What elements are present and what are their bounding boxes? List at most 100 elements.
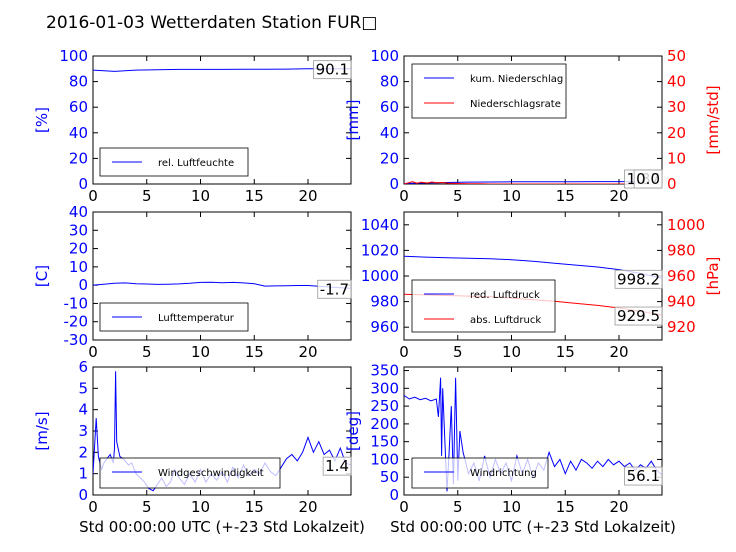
x-tick-label: 15	[245, 187, 264, 205]
chart-panel-6: 0 5 10 15 20050100150200250300350[deg]Windri…	[344, 362, 676, 536]
legend-frame	[411, 457, 549, 489]
x-tick-label: 5	[142, 498, 152, 516]
x-tick-label: 5	[453, 498, 463, 516]
x-tick-label: 15	[245, 498, 264, 516]
last-value-label: 90.1	[316, 61, 349, 79]
y-tick-label: 20	[69, 149, 88, 167]
y-tick-label: -30	[64, 331, 89, 349]
legend: rel. Luftfeuchte	[99, 147, 249, 177]
y-tick-label: 250	[370, 397, 399, 415]
y-tick-label: 100	[370, 47, 399, 65]
x-tick-label: 20	[609, 498, 628, 516]
y-tick-label: -20	[64, 313, 89, 331]
y-tick-label: 40	[380, 124, 399, 142]
y-axis-label: [%]	[33, 107, 51, 133]
legend: kum. Niederschlag Niederschlagsrate	[411, 63, 567, 119]
y2-tick-label: 0	[667, 175, 677, 193]
y-tick-label: 0	[78, 175, 88, 193]
legend-label: abs. Luftdruck	[470, 315, 541, 326]
y-tick-label: 50	[380, 468, 399, 486]
legend-frame	[99, 147, 249, 177]
last-value-box	[322, 456, 352, 476]
y-tick-label: 2	[78, 443, 88, 461]
last-value-right-label: 0.0	[636, 170, 660, 188]
y-tick-label: 20	[69, 240, 88, 258]
y-tick-label: 0	[78, 276, 88, 294]
legend-frame	[411, 63, 567, 119]
y2-tick-label: 10	[667, 149, 686, 167]
last-value-label: -1.7	[320, 280, 349, 298]
y-tick-label: 3	[78, 422, 88, 440]
y-tick-label: 40	[69, 203, 88, 221]
x-axis-label: Std 00:00:00 UTC (+-23 Std Lokalzeit)	[390, 518, 676, 536]
y-tick-label: 60	[69, 98, 88, 116]
legend-label: red. Luftdruck	[470, 290, 540, 301]
y-tick-label: 960	[370, 318, 399, 336]
x-tick-label: 5	[142, 343, 152, 361]
x-tick-label: 10	[502, 187, 521, 205]
y-tick-label: 1020	[361, 241, 399, 259]
y-tick-label: 1	[78, 465, 88, 483]
y-tick-label: 80	[69, 73, 88, 91]
legend-frame	[411, 279, 556, 333]
x-tick-label: 5	[453, 187, 463, 205]
x-tick-label: 10	[191, 343, 210, 361]
y-tick-label: 0	[389, 486, 399, 504]
x-tick-label: 0	[88, 187, 98, 205]
y-tick-label: 20	[380, 149, 399, 167]
legend-label: rel. Luftfeuchte	[158, 158, 234, 169]
x-tick-label: 0	[399, 498, 409, 516]
y-tick-label: 80	[380, 73, 399, 91]
y2-axis-label: [mm/std]	[704, 85, 722, 154]
y-tick-label: -10	[64, 294, 89, 312]
legend: Lufttemperatur	[99, 302, 249, 332]
last-value-box	[313, 60, 352, 80]
y2-tick-label: 20	[667, 124, 686, 142]
y2-tick-label: 40	[667, 73, 686, 91]
x-tick-label: 20	[298, 498, 317, 516]
chart-panel-1: 0 5 10 15 20 0 20 40 60 80 100 [%] rel. Luftfeuchte 9…	[33, 47, 352, 205]
last-value-box	[624, 466, 663, 486]
legend-label: Windgeschwindigkeit	[158, 468, 264, 479]
y-tick-label: 60	[380, 98, 399, 116]
legend-frame	[99, 457, 281, 489]
y-tick-label: 30	[69, 221, 88, 239]
y-tick-label: 4	[78, 401, 88, 419]
x-tick-label: 20	[298, 187, 317, 205]
y-axis-label: [m/s]	[33, 411, 51, 450]
y-tick-label: 150	[370, 433, 399, 451]
x-tick-label: 20	[609, 187, 628, 205]
y-tick-label: 1000	[361, 267, 399, 285]
x-tick-label: 15	[556, 498, 575, 516]
y-tick-label: 980	[370, 293, 399, 311]
x-tick-label: 10	[502, 498, 521, 516]
y2-tick-label: 1000	[667, 216, 705, 234]
last-value-label: 56.1	[627, 467, 660, 485]
y-tick-label: 1040	[361, 216, 399, 234]
y-tick-label: 6	[78, 358, 88, 376]
legend-label: kum. Niederschlag	[470, 74, 563, 85]
y-tick-label: 40	[69, 124, 88, 142]
y-tick-label: 5	[78, 379, 88, 397]
y-tick-label: 100	[59, 47, 88, 65]
x-tick-label: 0	[88, 498, 98, 516]
chart-panel-4: 0 5 10 15 20 960 980 1000 1020 1040 920 940 960 980 10…	[361, 211, 722, 361]
x-tick-label: 20	[298, 343, 317, 361]
x-tick-label: 15	[245, 343, 264, 361]
y2-tick-label: 960	[667, 267, 696, 285]
y2-tick-label: 940	[667, 293, 696, 311]
chart-panel-3: 0 5 10 15 20-30-20-10010203040[C]Lufttempera…	[33, 203, 352, 361]
x-tick-label: 0	[399, 343, 409, 361]
last-value-right-label: 929.5	[617, 307, 660, 325]
legend: Windgeschwindigkeit	[99, 457, 281, 489]
x-tick-label: 10	[191, 498, 210, 516]
legend: red. Luftdruck abs. Luftdruck	[411, 279, 556, 333]
x-tick-label: 5	[453, 343, 463, 361]
chart-panel-2: 0 5 10 15 20 0 20 40 60 80 100 0 10 20 30 40 50 [mm] [mm/s…	[344, 47, 722, 205]
y-tick-label: 0	[389, 175, 399, 193]
last-value-right-box	[633, 169, 663, 189]
series-line-1	[93, 68, 351, 72]
y-tick-label: 300	[370, 379, 399, 397]
y2-tick-label: 920	[667, 318, 696, 336]
series-line-2	[404, 181, 662, 184]
